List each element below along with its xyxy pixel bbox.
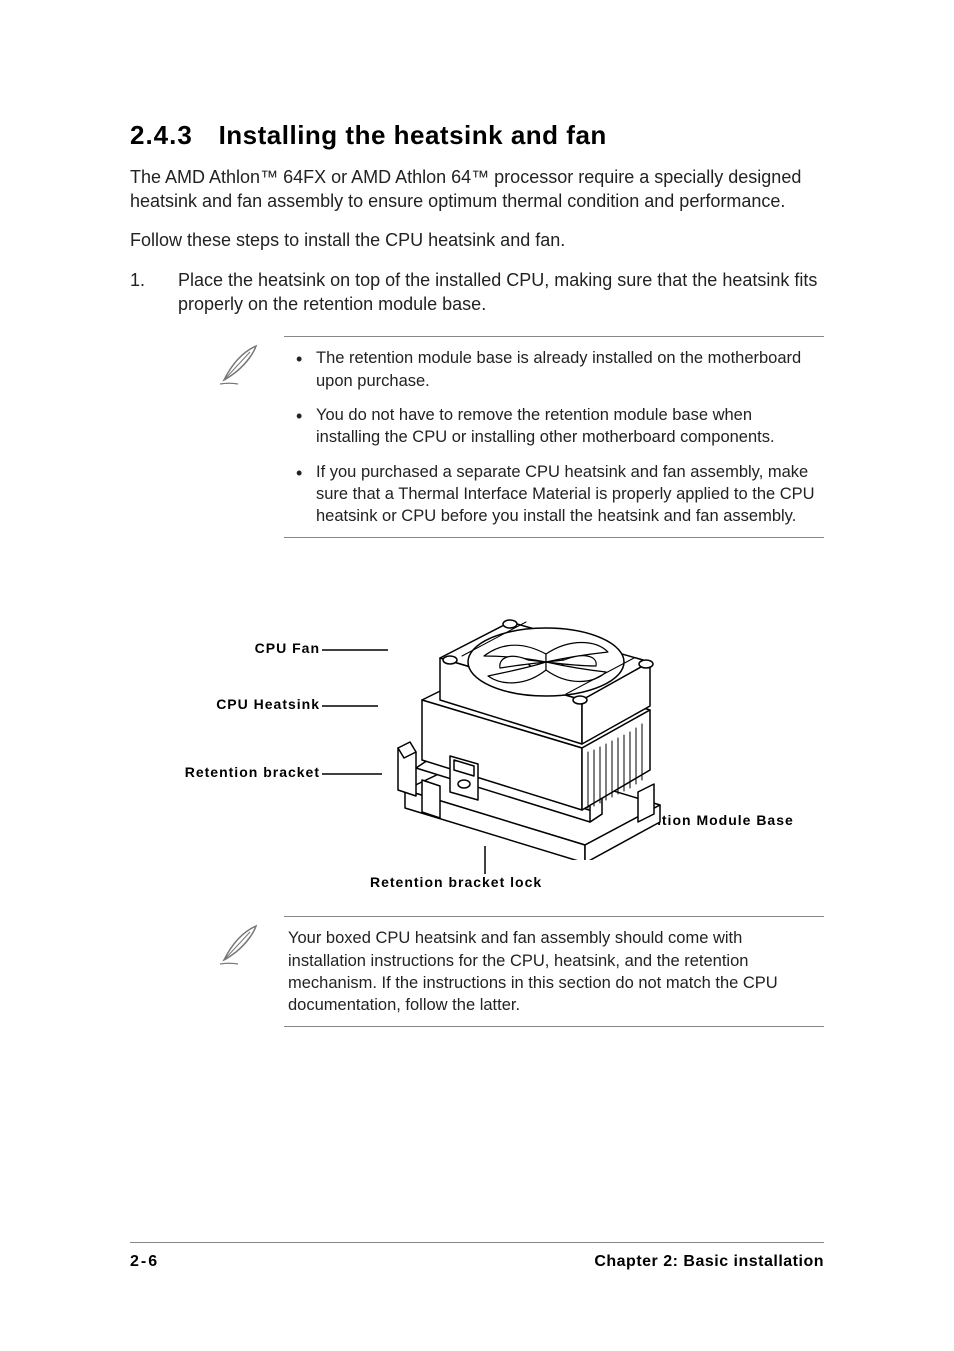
note-1-bullet-2: You do not have to remove the retention … bbox=[288, 404, 820, 449]
quill-icon bbox=[218, 916, 266, 1027]
note-1-content: The retention module base is already ins… bbox=[284, 336, 824, 538]
section-heading: 2.4.3 Installing the heatsink and fan bbox=[130, 120, 824, 151]
label-cpu-fan: CPU Fan bbox=[150, 640, 320, 656]
step-1-number: 1. bbox=[130, 268, 178, 317]
note-1-bullet-1: The retention module base is already ins… bbox=[288, 347, 820, 392]
page-number: 2-6 bbox=[130, 1253, 159, 1271]
label-retention-bracket: Retention bracket bbox=[150, 764, 320, 780]
label-cpu-heatsink: CPU Heatsink bbox=[150, 696, 320, 712]
note-2-content: Your boxed CPU heatsink and fan assembly… bbox=[284, 916, 824, 1027]
page-footer: 2-6 Chapter 2: Basic installation bbox=[130, 1242, 824, 1271]
quill-icon bbox=[218, 336, 266, 538]
note-1-bullet-3: If you purchased a separate CPU heatsink… bbox=[288, 461, 820, 528]
section-number: 2.4.3 bbox=[130, 120, 193, 150]
note-block-1: The retention module base is already ins… bbox=[218, 336, 824, 538]
heatsink-diagram: CPU Fan CPU Heatsink Retention bracket R… bbox=[150, 556, 810, 906]
note-block-2: Your boxed CPU heatsink and fan assembly… bbox=[218, 916, 824, 1027]
chapter-title: Chapter 2: Basic installation bbox=[594, 1253, 824, 1271]
label-retention-bracket-lock: Retention bracket lock bbox=[370, 874, 542, 890]
heatsink-illustration-icon bbox=[350, 560, 710, 860]
section-title: Installing the heatsink and fan bbox=[219, 120, 607, 150]
step-1: 1. Place the heatsink on top of the inst… bbox=[130, 268, 824, 317]
intro-paragraph: The AMD Athlon™ 64FX or AMD Athlon 64™ p… bbox=[130, 165, 824, 214]
follow-paragraph: Follow these steps to install the CPU he… bbox=[130, 228, 824, 252]
step-1-text: Place the heatsink on top of the install… bbox=[178, 268, 824, 317]
